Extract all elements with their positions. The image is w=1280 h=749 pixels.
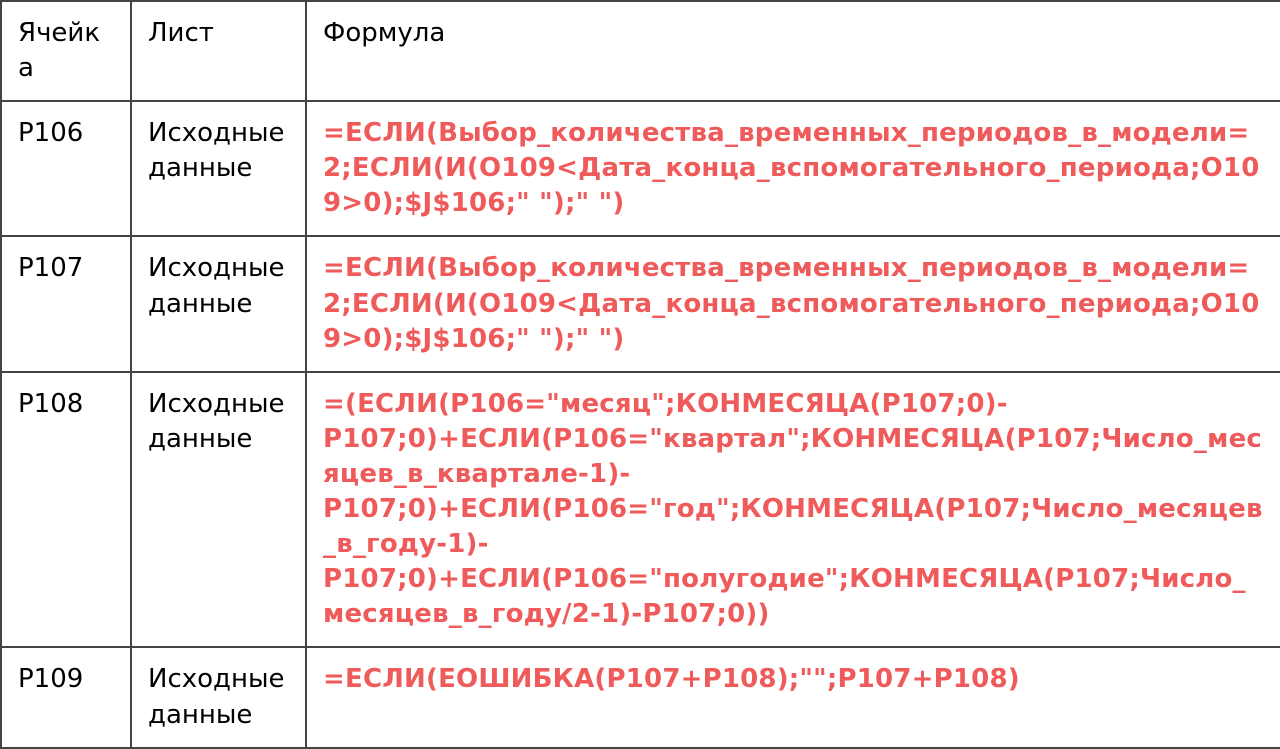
table-row: P106 Исходные данные =ЕСЛИ(Выбор_количес… (1, 101, 1280, 236)
sheet-name: Исходные данные (131, 372, 306, 648)
sheet-name: Исходные данные (131, 236, 306, 371)
formula-text: =ЕСЛИ(ЕОШИБКА(P107+P108);"";P107+P108) (306, 647, 1280, 747)
cell-reference: P107 (1, 236, 131, 371)
cell-reference: P106 (1, 101, 131, 236)
sheet-name: Исходные данные (131, 647, 306, 747)
col-header-cell: Ячейка (1, 1, 131, 101)
cell-reference: P109 (1, 647, 131, 747)
table-row: P109 Исходные данные =ЕСЛИ(ЕОШИБКА(P107+… (1, 647, 1280, 747)
table-row: P107 Исходные данные =ЕСЛИ(Выбор_количес… (1, 236, 1280, 371)
col-header-formula: Формула (306, 1, 1280, 101)
formula-text: =ЕСЛИ(Выбор_количества_временных_периодо… (306, 101, 1280, 236)
formula-text: =(ЕСЛИ(P106="месяц";КОНМЕСЯЦА(P107;0)-P1… (306, 372, 1280, 648)
table-header-row: Ячейка Лист Формула (1, 1, 1280, 101)
col-header-sheet: Лист (131, 1, 306, 101)
formula-table: Ячейка Лист Формула P106 Исходные данные… (0, 0, 1280, 749)
table-row: P108 Исходные данные =(ЕСЛИ(P106="месяц"… (1, 372, 1280, 648)
cell-reference: P108 (1, 372, 131, 648)
sheet-name: Исходные данные (131, 101, 306, 236)
formula-text: =ЕСЛИ(Выбор_количества_временных_периодо… (306, 236, 1280, 371)
